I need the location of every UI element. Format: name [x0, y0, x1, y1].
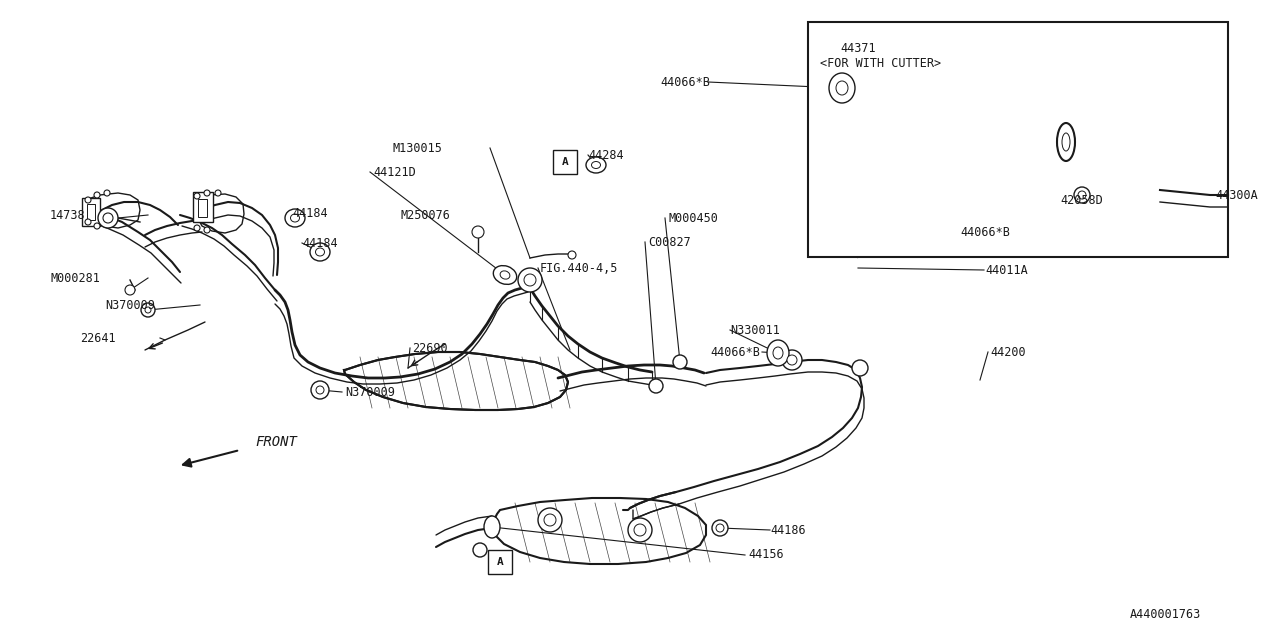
Text: FRONT: FRONT	[255, 435, 297, 449]
Ellipse shape	[484, 516, 500, 538]
Circle shape	[628, 518, 652, 542]
Text: 44066*B: 44066*B	[960, 225, 1010, 239]
Text: 44011A: 44011A	[986, 264, 1028, 276]
Circle shape	[538, 508, 562, 532]
Text: M000450: M000450	[668, 211, 718, 225]
Ellipse shape	[285, 209, 305, 227]
Ellipse shape	[767, 340, 788, 366]
Circle shape	[787, 355, 797, 365]
Circle shape	[524, 274, 536, 286]
Ellipse shape	[310, 243, 330, 261]
Circle shape	[782, 350, 803, 370]
Circle shape	[311, 381, 329, 399]
Text: 14738: 14738	[50, 209, 86, 221]
Text: 22641: 22641	[81, 332, 115, 344]
Ellipse shape	[995, 225, 1006, 239]
Text: 44200: 44200	[989, 346, 1025, 358]
Text: 42058D: 42058D	[1060, 193, 1103, 207]
Text: M000281: M000281	[50, 271, 100, 285]
Ellipse shape	[586, 157, 605, 173]
Text: 44156: 44156	[748, 548, 783, 561]
Circle shape	[145, 307, 151, 313]
Circle shape	[474, 543, 486, 557]
Text: 22690: 22690	[412, 342, 448, 355]
Ellipse shape	[493, 266, 517, 284]
Text: 44184: 44184	[292, 207, 328, 220]
Text: N370009: N370009	[346, 385, 394, 399]
Circle shape	[204, 190, 210, 196]
Circle shape	[649, 379, 663, 393]
Circle shape	[84, 219, 91, 225]
Text: 44121D: 44121D	[372, 166, 416, 179]
Polygon shape	[492, 498, 707, 564]
Text: 44184: 44184	[302, 237, 338, 250]
Circle shape	[1074, 187, 1091, 203]
Circle shape	[93, 192, 100, 198]
Circle shape	[544, 514, 556, 526]
Circle shape	[716, 524, 724, 532]
Ellipse shape	[1057, 123, 1075, 161]
Ellipse shape	[836, 81, 849, 95]
Text: A: A	[497, 557, 503, 567]
Circle shape	[102, 213, 113, 223]
Circle shape	[99, 208, 118, 228]
Text: N330011: N330011	[730, 323, 780, 337]
Circle shape	[125, 285, 134, 295]
Text: 44371: 44371	[840, 42, 876, 54]
Circle shape	[634, 524, 646, 536]
Text: M250076: M250076	[401, 209, 449, 221]
Circle shape	[215, 190, 221, 196]
Text: <FOR WITH CUTTER>: <FOR WITH CUTTER>	[820, 56, 941, 70]
Ellipse shape	[987, 217, 1012, 247]
Bar	[553, 150, 577, 174]
Ellipse shape	[1062, 133, 1070, 151]
Text: N370009: N370009	[105, 298, 155, 312]
Bar	[198, 199, 207, 217]
Text: A440001763: A440001763	[1130, 609, 1201, 621]
Circle shape	[316, 386, 324, 394]
Circle shape	[518, 268, 541, 292]
Ellipse shape	[829, 73, 855, 103]
Text: 44186: 44186	[771, 524, 805, 536]
Text: 44066*B: 44066*B	[710, 346, 760, 358]
Polygon shape	[344, 352, 568, 410]
Ellipse shape	[773, 347, 783, 359]
Circle shape	[195, 225, 200, 231]
Circle shape	[472, 226, 484, 238]
Bar	[82, 198, 100, 226]
Circle shape	[195, 193, 200, 199]
Circle shape	[1078, 191, 1085, 199]
Circle shape	[852, 360, 868, 376]
Text: 44284: 44284	[588, 148, 623, 161]
Circle shape	[673, 355, 687, 369]
Bar	[808, 22, 1228, 257]
Circle shape	[93, 223, 100, 229]
Text: A: A	[562, 157, 568, 167]
Text: C00827: C00827	[648, 236, 691, 248]
Bar	[87, 204, 95, 220]
Text: M130015: M130015	[392, 141, 442, 154]
Circle shape	[204, 227, 210, 233]
Bar	[488, 550, 512, 574]
Circle shape	[712, 520, 728, 536]
Text: FIG.440-4,5: FIG.440-4,5	[540, 262, 618, 275]
Circle shape	[568, 251, 576, 259]
Ellipse shape	[291, 214, 300, 222]
Ellipse shape	[591, 161, 600, 168]
Ellipse shape	[500, 271, 509, 279]
Text: 44300A: 44300A	[1215, 189, 1258, 202]
Text: 44066*B: 44066*B	[660, 76, 710, 88]
Circle shape	[84, 197, 91, 203]
Circle shape	[104, 190, 110, 196]
Ellipse shape	[315, 248, 325, 256]
Circle shape	[141, 303, 155, 317]
Bar	[193, 192, 212, 222]
